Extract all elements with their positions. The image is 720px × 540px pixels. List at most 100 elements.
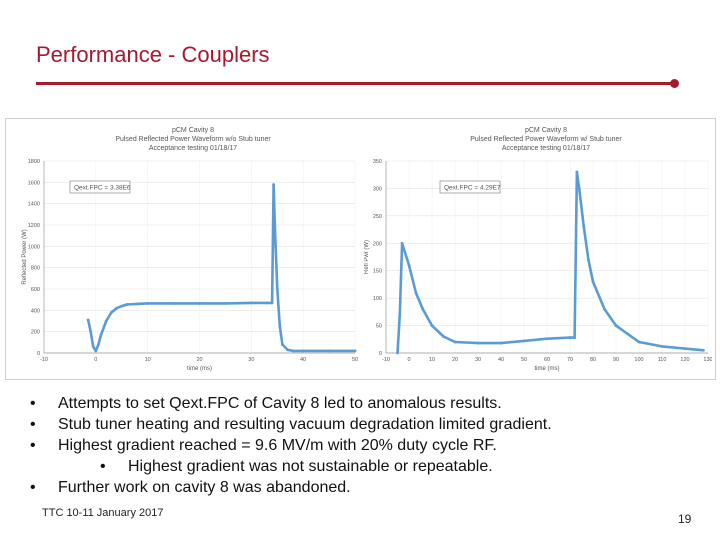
data-point	[626, 332, 629, 336]
y-tick-label: 0	[37, 351, 40, 357]
data-point	[353, 349, 357, 353]
data-point	[407, 263, 411, 267]
qext-annotation: Qext.FPC = 3.38E6	[69, 180, 131, 194]
y-tick-label: 250	[373, 214, 382, 220]
x-tick-label: -10	[40, 357, 48, 363]
y-tick-label: 400	[31, 308, 40, 314]
chart-title-line: Acceptance testing 01/18/17	[149, 145, 237, 152]
data-point	[591, 280, 595, 284]
x-tick-label: 20	[452, 357, 458, 363]
x-axis-label: time (ms)	[187, 366, 212, 372]
annotation-box	[69, 180, 131, 194]
y-tick-label: 1400	[28, 202, 40, 208]
data-point	[499, 341, 503, 345]
x-tick-label: 50	[352, 357, 358, 363]
data-point	[99, 333, 103, 337]
x-tick-label: 100	[634, 357, 643, 363]
title-rule-dot	[670, 79, 679, 88]
y-tick-label: 600	[31, 287, 40, 293]
data-point	[104, 319, 108, 323]
data-point	[702, 348, 705, 352]
slide-title: Performance - Couplers	[36, 42, 270, 67]
data-point	[281, 343, 284, 346]
qext-annotation: Qext.FPC = 4.29E7	[439, 180, 501, 194]
data-point	[614, 324, 618, 327]
data-point	[573, 336, 576, 340]
y-tick-label: 1600	[28, 180, 40, 186]
data-point	[522, 339, 526, 343]
annotation-text: Qext.FPC = 3.38E6	[74, 185, 131, 192]
data-point	[683, 347, 687, 351]
bullet-list: • Attempts to set Qext.FPC of Cavity 8 le…	[30, 393, 700, 498]
data-point	[278, 324, 282, 328]
data-point	[286, 348, 290, 352]
data-point	[146, 302, 150, 305]
x-tick-label: 10	[429, 357, 435, 363]
data-point	[109, 311, 113, 314]
data-point	[275, 287, 279, 291]
bullet-item: • Attempts to set Qext.FPC of Cavity 8 le…	[30, 395, 502, 412]
y-tick-label: 800	[31, 266, 40, 272]
data-point	[135, 302, 139, 306]
data-point	[265, 301, 269, 305]
data-point	[272, 183, 276, 186]
data-point	[430, 324, 434, 327]
chart-right: pCM Cavity 8 Pulsed Reflected Power Wavef…	[364, 123, 712, 375]
data-point	[421, 307, 425, 311]
chart-title-line: pCM Cavity 8	[172, 127, 214, 134]
title-rule	[36, 82, 674, 85]
x-tick-label: 20	[196, 357, 202, 363]
data-point	[273, 234, 277, 238]
annotation-text: Qext.FPC = 4.29E7	[444, 185, 501, 192]
x-tick-label: 40	[498, 357, 504, 363]
data-point	[89, 330, 93, 334]
data-point	[198, 302, 201, 305]
x-tick-label: 0	[407, 357, 410, 363]
x-tick-label: 30	[475, 357, 481, 363]
charts-panel: pCM Cavity 8 Pulsed Reflected Power Wavef…	[5, 118, 716, 380]
data-point	[398, 313, 402, 316]
data-point	[603, 307, 606, 311]
chart-title-line: pCM Cavity 8	[525, 127, 567, 134]
data-point	[327, 349, 331, 353]
chart-left: pCM Cavity 8 Pulsed Reflected Power Wavef…	[10, 123, 360, 375]
data-point	[453, 340, 457, 344]
x-tick-label: -10	[382, 357, 390, 363]
data-point	[660, 345, 664, 348]
bullet-item: • Stub tuner heating and resulting vacuum…	[30, 416, 552, 433]
footer-text: TTC 10-11 January 2017	[42, 507, 164, 519]
data-point	[224, 302, 227, 305]
y-tick-label: 200	[31, 330, 40, 336]
x-tick-label: 60	[544, 357, 550, 363]
data-point	[97, 343, 100, 346]
data-point	[400, 241, 404, 245]
y-tick-label: 350	[373, 159, 382, 165]
chart-right-svg: pCM Cavity 8 Pulsed Reflected Power Wavef…	[364, 127, 712, 372]
chart-title-line: Pulsed Reflected Power Waveform w/o Stub…	[115, 136, 271, 143]
x-tick-label: 30	[248, 357, 254, 363]
x-tick-label: 0	[94, 357, 97, 363]
data-point	[120, 304, 124, 308]
data-point	[577, 187, 581, 190]
x-tick-label: 70	[567, 357, 573, 363]
x-tick-label: 110	[658, 357, 667, 363]
data-point	[125, 303, 129, 306]
data-point	[249, 301, 253, 305]
data-point	[414, 291, 418, 295]
y-tick-label: 0	[379, 351, 382, 357]
chart-title-line: Acceptance testing 01/18/17	[502, 145, 590, 152]
data-point	[582, 225, 586, 229]
y-tick-label: 1000	[28, 244, 40, 250]
sub-bullet-item: • Highest gradient was not sustainable or…	[100, 458, 493, 475]
annotation-box	[439, 180, 501, 194]
y-axis-label: Reflected Power (W)	[22, 229, 28, 284]
x-tick-label: 90	[613, 357, 619, 363]
y-tick-label: 1800	[28, 159, 40, 165]
page-number: 19	[678, 512, 692, 526]
y-tick-label: 300	[373, 186, 382, 192]
data-point	[442, 335, 445, 338]
x-tick-label: 80	[590, 357, 596, 363]
y-tick-label: 1200	[28, 223, 40, 229]
y-tick-label: 50	[376, 324, 382, 330]
data-point	[568, 336, 572, 340]
